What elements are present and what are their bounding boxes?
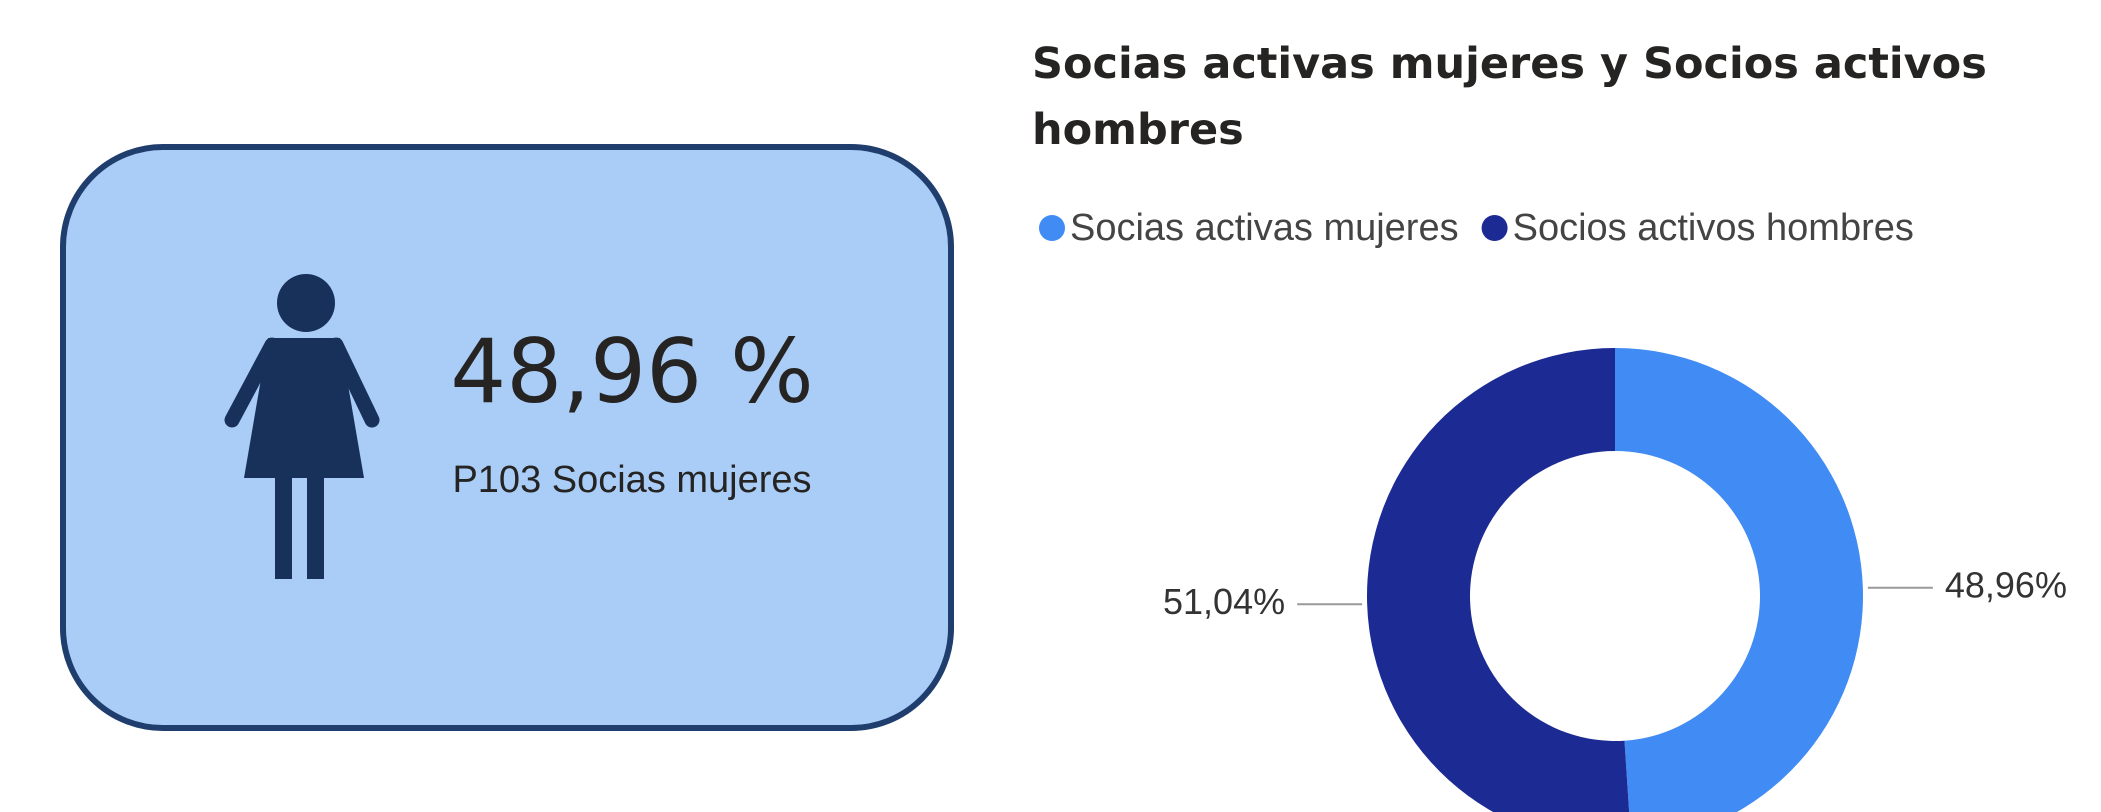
donut-slice bbox=[1615, 348, 1863, 812]
legend-marker bbox=[1481, 215, 1508, 241]
legend-marker bbox=[1039, 215, 1065, 241]
woman-icon bbox=[224, 274, 380, 579]
chart-title: Socias activas mujeres y Socios activos h… bbox=[1032, 39, 1987, 155]
kpi-label: P103 Socias mujeres bbox=[452, 459, 811, 501]
data-label: 48,96% bbox=[1945, 564, 2067, 605]
donut-slice bbox=[1367, 348, 1630, 812]
legend-label: Socias activas mujeres bbox=[1070, 207, 1459, 249]
kpi-card bbox=[60, 144, 954, 731]
legend-label: Socios activos hombres bbox=[1513, 207, 1914, 249]
kpi-value: 48,96 % bbox=[450, 320, 814, 423]
donut-chart: Socias activas mujeres Socios activos hom… bbox=[1039, 207, 2067, 812]
data-label: 51,04% bbox=[1163, 581, 1285, 622]
